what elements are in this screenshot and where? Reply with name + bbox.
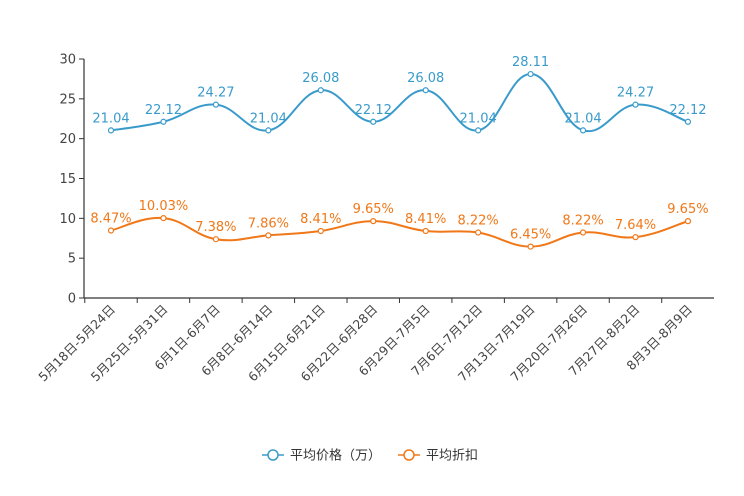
data-label: 7.64% bbox=[615, 218, 656, 233]
legend-label: 平均折扣 bbox=[426, 449, 478, 464]
data-label: 8.41% bbox=[300, 212, 341, 227]
data-label: 22.12 bbox=[355, 103, 392, 118]
data-point bbox=[265, 127, 272, 134]
data-point bbox=[475, 127, 482, 134]
y-tick-label: 25 bbox=[59, 92, 76, 107]
data-point bbox=[107, 227, 115, 234]
data-label: 24.27 bbox=[617, 86, 654, 101]
data-point bbox=[317, 227, 324, 235]
data-point bbox=[475, 229, 482, 236]
data-label: 28.11 bbox=[512, 55, 549, 70]
data-point bbox=[632, 101, 639, 108]
data-label: 9.65% bbox=[353, 202, 394, 217]
data-point bbox=[212, 236, 219, 243]
data-label: 21.04 bbox=[460, 111, 497, 126]
data-label: 22.12 bbox=[669, 103, 706, 118]
data-label: 8.22% bbox=[457, 214, 498, 229]
data-label: 21.04 bbox=[92, 111, 129, 126]
y-tick-label: 5 bbox=[68, 252, 76, 267]
legend-marker bbox=[403, 449, 415, 461]
y-tick-label: 0 bbox=[68, 292, 76, 307]
data-label: 21.04 bbox=[250, 111, 287, 126]
data-label: 8.41% bbox=[405, 212, 446, 227]
legend-item-2: 平均折扣 bbox=[398, 449, 478, 464]
data-point bbox=[527, 243, 534, 250]
data-label: 9.65% bbox=[667, 202, 708, 217]
data-label: 8.47% bbox=[90, 212, 131, 227]
data-label: 7.38% bbox=[195, 220, 236, 235]
data-point bbox=[579, 229, 587, 236]
legend: 平均价格（万） 平均折扣 bbox=[262, 448, 478, 464]
series-line-2 bbox=[110, 217, 689, 248]
data-label: 26.08 bbox=[302, 71, 339, 86]
legend-item-1: 平均价格（万） bbox=[262, 448, 381, 464]
data-point bbox=[212, 101, 219, 108]
data-point bbox=[632, 234, 639, 241]
data-point bbox=[422, 227, 429, 235]
data-point bbox=[422, 87, 429, 94]
y-tick-label: 15 bbox=[59, 172, 76, 187]
y-tick-label: 10 bbox=[59, 212, 76, 227]
data-point bbox=[265, 232, 272, 239]
data-label: 26.08 bbox=[407, 71, 444, 86]
data-labels: 21.04 22.12 24.27 21.04 26.08 22.12 26.08 21.04… bbox=[90, 55, 708, 243]
data-label: 7.86% bbox=[248, 216, 289, 231]
data-label: 21.04 bbox=[564, 111, 601, 126]
series-layer bbox=[107, 70, 692, 250]
data-point bbox=[370, 118, 377, 125]
data-label: 8.22% bbox=[562, 214, 603, 229]
data-point bbox=[317, 87, 324, 94]
data-point bbox=[107, 127, 115, 134]
data-point bbox=[579, 127, 587, 134]
data-point bbox=[160, 118, 167, 125]
legend-marker bbox=[267, 449, 279, 461]
data-label: 24.27 bbox=[197, 86, 234, 101]
data-point bbox=[160, 214, 167, 222]
legend-label: 平均价格（万） bbox=[290, 448, 381, 464]
data-point bbox=[684, 218, 692, 225]
y-tick-label: 30 bbox=[59, 53, 76, 68]
data-point bbox=[370, 218, 377, 225]
y-tick-label: 20 bbox=[59, 132, 76, 147]
data-label: 10.03% bbox=[139, 199, 189, 214]
data-point bbox=[527, 70, 534, 78]
data-point bbox=[684, 118, 692, 125]
data-label: 22.12 bbox=[145, 103, 182, 118]
data-label: 6.45% bbox=[510, 228, 551, 243]
